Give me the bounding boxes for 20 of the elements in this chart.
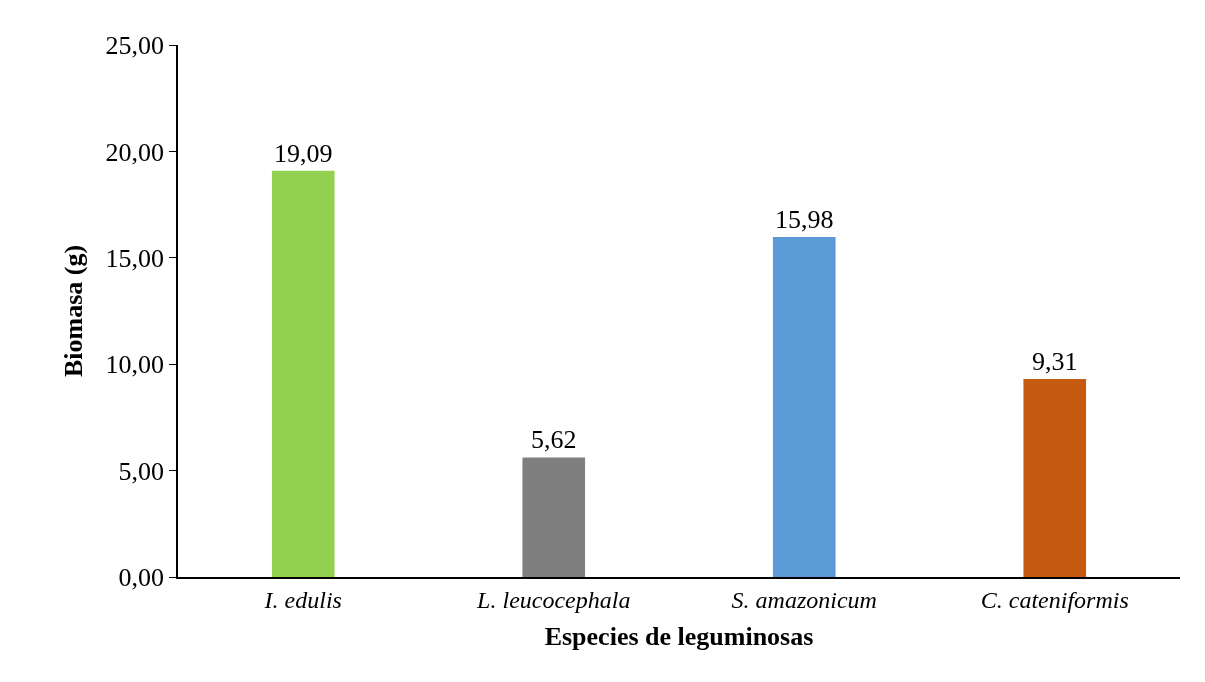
- y-tick-label: 10,00: [105, 350, 165, 380]
- x-tick-label: C. cateniformis: [980, 586, 1129, 613]
- bar: [1023, 378, 1087, 577]
- y-tick-label: 25,00: [105, 31, 165, 61]
- x-tick-label: S. amazonicum: [731, 586, 877, 613]
- y-tick-label: 15,00: [105, 243, 165, 273]
- x-axis-title: Especies de leguminosas: [544, 621, 814, 651]
- data-label: 19,09: [274, 138, 333, 168]
- bar: [522, 457, 586, 577]
- bar: [772, 236, 836, 577]
- y-tick-label: 0,00: [118, 563, 165, 593]
- data-label: 5,62: [531, 425, 577, 455]
- data-label: 9,31: [1032, 346, 1078, 376]
- x-tick-label: I. edulis: [263, 586, 342, 613]
- bar: [271, 170, 335, 577]
- y-axis-title: Biomasa (g): [59, 244, 89, 378]
- y-tick-label: 20,00: [105, 137, 165, 167]
- y-tick-label: 5,00: [118, 456, 165, 486]
- data-label: 15,98: [775, 204, 834, 234]
- x-tick-label: L. leucocephala: [476, 586, 631, 613]
